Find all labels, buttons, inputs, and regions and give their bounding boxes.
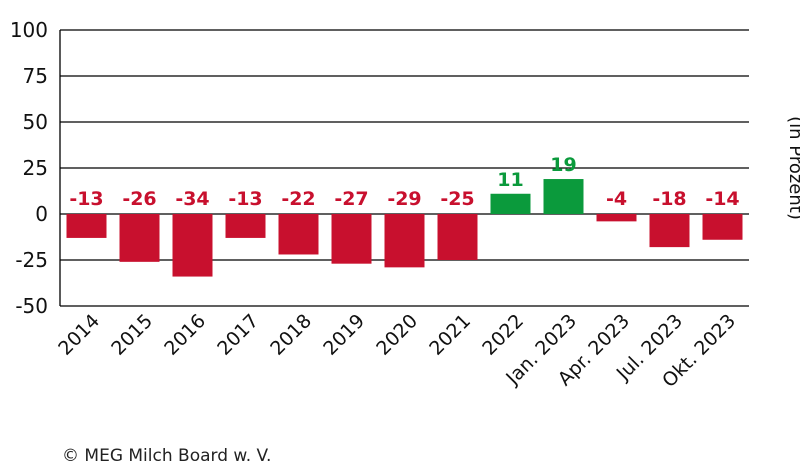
data-label: -34 — [175, 188, 209, 210]
bar — [66, 214, 107, 238]
bar — [596, 214, 637, 222]
bar — [702, 214, 743, 240]
y-tick-label: 75 — [23, 64, 48, 88]
bars — [66, 179, 743, 277]
bar — [490, 193, 531, 214]
data-label: -22 — [281, 188, 315, 210]
bar — [172, 214, 213, 277]
data-label: 19 — [550, 154, 576, 176]
data-label: -14 — [705, 188, 739, 210]
data-label: 11 — [497, 169, 523, 191]
x-tick-label: 2018 — [266, 310, 316, 360]
y-tick-label: -25 — [15, 248, 48, 272]
bar — [649, 214, 690, 248]
data-label: -18 — [652, 188, 686, 210]
x-tick-label: 2016 — [160, 310, 210, 360]
data-label: -4 — [606, 188, 627, 210]
source-credit: © MEG Milch Board w. V. — [62, 446, 272, 466]
x-tick-label: 2021 — [425, 310, 475, 360]
bar — [384, 214, 425, 268]
data-label: -26 — [122, 188, 156, 210]
x-tick-label: 2015 — [107, 310, 157, 360]
y-tick-label: 0 — [35, 202, 48, 226]
bar — [225, 214, 266, 238]
bar — [437, 214, 478, 260]
x-tick-label: 2014 — [54, 310, 104, 360]
bar — [278, 214, 319, 255]
y-tick-label: 100 — [10, 18, 48, 42]
data-label: -25 — [440, 188, 474, 210]
y-axis-label: (in Prozent) — [785, 116, 800, 220]
x-tick-label: 2022 — [478, 310, 528, 360]
y-tick-label: 25 — [23, 156, 48, 180]
x-tick-labels: 2014 2015 2016 2017 2018 2019 2020 2021 2022Jan.… — [54, 310, 740, 392]
y-tick-label: -50 — [15, 294, 48, 318]
x-tick-label: 2020 — [372, 310, 422, 360]
bar — [119, 214, 160, 262]
bar — [543, 179, 584, 214]
data-label: -29 — [387, 188, 421, 210]
data-labels: -13 -26 -34 -13 -22 -27 -29 -25 11 19 -4 -18 -14 — [69, 154, 739, 210]
data-label: -27 — [334, 188, 368, 210]
x-tick-label: 2017 — [213, 310, 263, 360]
y-tick-label: 50 — [23, 110, 48, 134]
x-tick-label: 2019 — [319, 310, 369, 360]
y-tick-labels: 100 75 50 25 0 -25 -50 — [10, 18, 48, 318]
data-label: -13 — [228, 188, 262, 210]
data-label: -13 — [69, 188, 103, 210]
bar — [331, 214, 372, 264]
